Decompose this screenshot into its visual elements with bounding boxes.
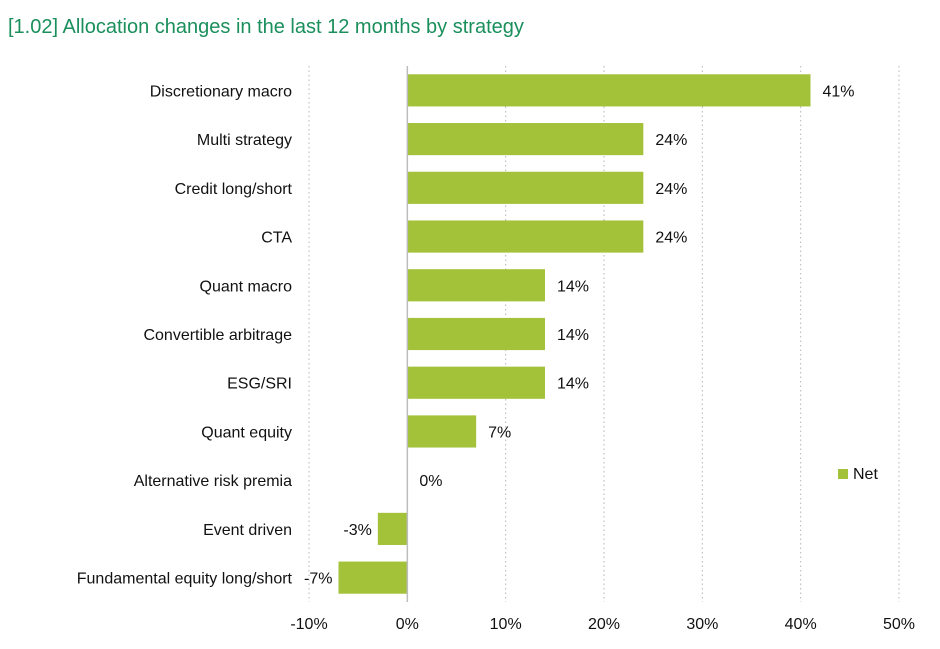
category-label: ESG/SRI xyxy=(227,376,292,393)
data-label: 24% xyxy=(655,230,687,247)
category-label: Quant macro xyxy=(200,278,293,295)
bar xyxy=(338,561,408,594)
category-label: Discretionary macro xyxy=(150,83,292,100)
data-label: -7% xyxy=(304,571,332,588)
data-label: 14% xyxy=(557,327,589,344)
bar xyxy=(407,269,545,302)
data-label: 14% xyxy=(557,278,589,295)
legend-label: Net xyxy=(853,466,878,483)
gridlines xyxy=(308,66,900,602)
data-label: 0% xyxy=(419,473,442,490)
legend: Net xyxy=(838,466,878,483)
data-label: -3% xyxy=(343,522,371,539)
category-label: Fundamental equity long/short xyxy=(77,571,293,588)
category-label: Multi strategy xyxy=(197,132,292,149)
x-tick-label: -10% xyxy=(290,616,327,633)
category-label: Credit long/short xyxy=(175,181,293,198)
bar xyxy=(407,123,644,156)
category-label: CTA xyxy=(261,230,292,247)
data-label: 24% xyxy=(655,181,687,198)
bar xyxy=(377,512,408,545)
category-label: Event driven xyxy=(203,522,292,539)
data-labels: 41% 24% 24% 24% 14% 14% 14% 7% 0% -3% -7% xyxy=(304,83,854,587)
x-tick-label: 40% xyxy=(785,616,817,633)
bar xyxy=(407,220,644,253)
x-tick-label: 30% xyxy=(686,616,718,633)
bar xyxy=(407,415,477,448)
x-tick-labels: -10% 0% 10% 20% 30% 40% 50% xyxy=(290,616,915,633)
bar xyxy=(407,366,545,399)
data-label: 24% xyxy=(655,132,687,149)
x-tick-label: 50% xyxy=(883,616,915,633)
chart-title: [1.02] Allocation changes in the last 12… xyxy=(8,16,524,38)
data-label: 41% xyxy=(823,83,855,100)
bars xyxy=(338,74,811,594)
category-label: Convertible arbitrage xyxy=(143,327,292,344)
category-labels: Discretionary macro Multi strategy Credit … xyxy=(77,83,293,587)
bar xyxy=(407,317,545,351)
bar xyxy=(407,171,644,204)
data-label: 14% xyxy=(557,376,589,393)
x-tick-label: 0% xyxy=(396,616,419,633)
bar xyxy=(407,74,811,107)
x-tick-label: 20% xyxy=(588,616,620,633)
legend-swatch xyxy=(838,469,848,479)
data-label: 7% xyxy=(488,424,511,441)
category-label: Alternative risk premia xyxy=(134,473,292,490)
x-tick-label: 10% xyxy=(490,616,522,633)
category-label: Quant equity xyxy=(201,424,292,441)
